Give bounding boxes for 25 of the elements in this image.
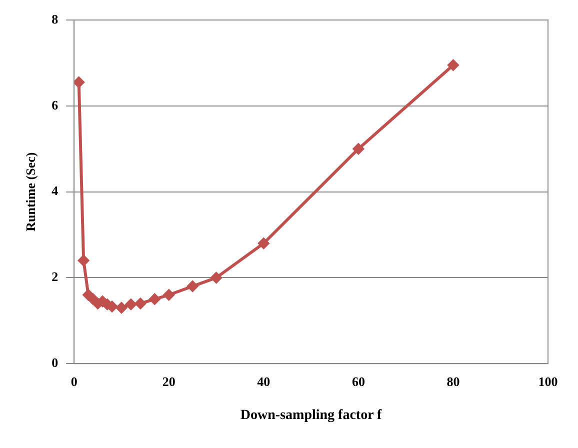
y-axis-title: Runtime (Sec)	[23, 152, 38, 232]
y-tick-label: 2	[52, 269, 58, 284]
y-tick-label: 8	[52, 11, 59, 26]
point	[187, 280, 198, 292]
point	[125, 298, 136, 310]
x-axis-title: Down-sampling factor f	[240, 408, 382, 424]
point	[149, 294, 160, 305]
point	[163, 289, 174, 300]
x-tick-label: 40	[257, 374, 270, 389]
point	[448, 60, 459, 71]
x-tick-label: 100	[538, 374, 558, 389]
point	[78, 255, 90, 266]
point	[210, 272, 222, 284]
y-tick-label: 4	[52, 183, 59, 198]
x-tick-label: 60	[352, 374, 365, 389]
point	[258, 238, 270, 249]
point	[116, 302, 127, 314]
x-tick-label: 20	[162, 374, 176, 389]
point	[352, 143, 364, 154]
point	[134, 298, 146, 309]
y-tick-label: 0	[52, 354, 58, 370]
x-tick-label: 80	[446, 374, 460, 389]
y-tick-label: 6	[52, 97, 59, 112]
point	[74, 76, 84, 88]
x-tick-label: 0	[70, 374, 78, 389]
